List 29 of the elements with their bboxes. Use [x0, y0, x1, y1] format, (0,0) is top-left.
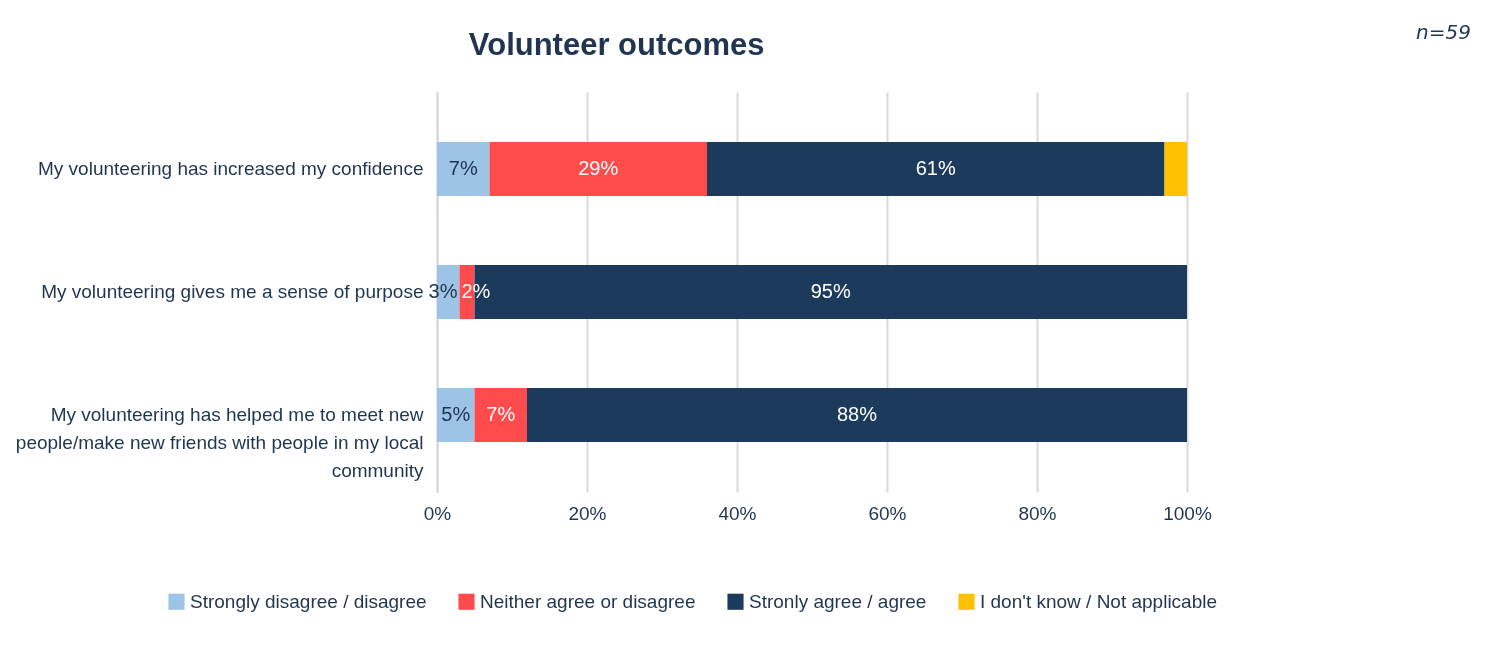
x-tick-label: 20%: [568, 502, 607, 524]
bar: [1164, 141, 1187, 196]
x-tick-label: 80%: [1018, 502, 1057, 524]
y-tick-label: My volunteering has helped me to meet new people/make new friends with people in my local community: [15, 404, 424, 482]
x-tick-label: 60%: [868, 502, 907, 524]
chart-title: Volunteer outcomes: [468, 27, 765, 62]
bar: [707, 141, 1165, 196]
data-label: 61%: [915, 156, 956, 179]
legend-label: I don't know / Not applicable: [980, 590, 1218, 612]
bar: [527, 388, 1187, 443]
data-label: 7%: [486, 403, 516, 426]
data-label: 95%: [810, 280, 851, 302]
bar: [489, 141, 707, 196]
data-label: 88%: [836, 403, 878, 426]
legend-label: Strongly disagree / disagree: [190, 590, 427, 612]
bar: [437, 388, 475, 443]
y-tick-label: My volunteering gives me a sense of purpose: [41, 281, 424, 302]
legend-label: Stronly agree / agree: [749, 590, 927, 612]
data-label: 5%: [441, 403, 471, 426]
data-label: 7%: [448, 156, 478, 179]
bar: [474, 388, 527, 443]
y-tick-label: My volunteering has increased my confidence: [38, 157, 424, 179]
x-tick-label: 100%: [1163, 502, 1212, 524]
x-tick-label: 0%: [423, 502, 452, 524]
bar: [437, 141, 490, 196]
legend-label: Neither agree or disagree: [480, 590, 696, 612]
text: n=59: [1416, 20, 1471, 44]
data-label: 29%: [578, 156, 619, 179]
x-tick-label: 40%: [718, 502, 757, 524]
